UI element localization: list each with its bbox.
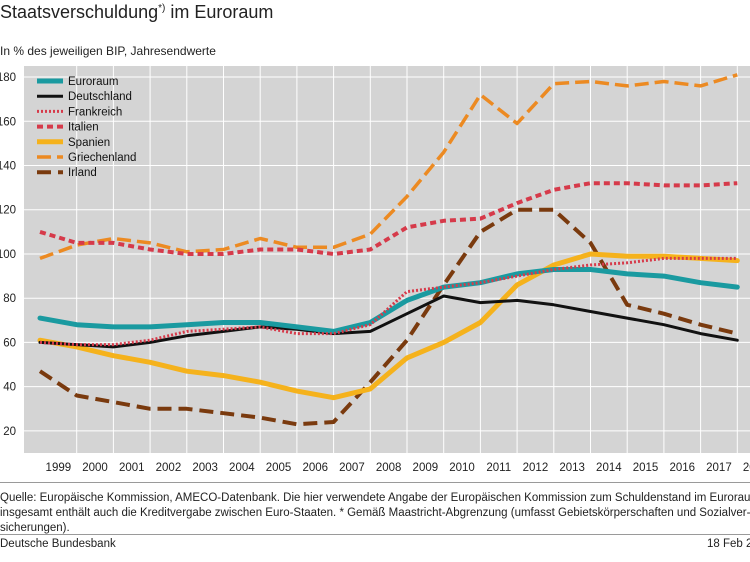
source-note-line-2: insgesamt enthält auch die Kreditvergabe… xyxy=(0,507,750,519)
x-tick-label-2018: 2018 xyxy=(743,462,750,474)
series-line-euroraum xyxy=(37,267,740,334)
chart-subtitle: In % des jeweiligen BIP, Jahresendwerte xyxy=(0,44,216,58)
x-tick-label-2008: 2008 xyxy=(376,462,402,474)
chart-title: Staatsverschuldung*) im Euroraum xyxy=(0,2,273,23)
chart-title-main: Staatsverschuldung xyxy=(0,2,159,22)
y-axis-tick-labels: 20 40 60 80 100 120 140 160 180 xyxy=(0,72,16,438)
chart-title-marker: *) xyxy=(158,3,166,14)
divider-top xyxy=(0,482,750,483)
x-axis-tick-labels: 1999 2000 2001 2002 2003 2004 2005 2006 2007 2008… xyxy=(46,462,750,474)
x-tick-label-2013: 2013 xyxy=(559,462,585,474)
y-tick-label-100: 100 xyxy=(0,249,16,261)
legend-label-spanien: Spanien xyxy=(68,137,110,149)
x-tick-label-1999: 1999 xyxy=(46,462,72,474)
x-tick-label-2009: 2009 xyxy=(413,462,439,474)
x-tick-label-2007: 2007 xyxy=(339,462,365,474)
publisher-label: Deutsche Bundesbank xyxy=(0,538,116,550)
plot-background xyxy=(24,66,750,453)
series-line-irland xyxy=(38,207,738,427)
divider-bottom xyxy=(0,534,750,535)
y-tick-label-140: 140 xyxy=(0,161,16,173)
chart-title-suffix: im Euroraum xyxy=(165,2,274,22)
series-lines xyxy=(37,73,740,427)
source-note: Quelle: Europäische Kommission, AMECO-Da… xyxy=(0,491,750,536)
y-tick-label-180: 180 xyxy=(0,72,16,84)
series-line-frankreich xyxy=(39,256,738,347)
x-tick-label-2002: 2002 xyxy=(156,462,182,474)
source-note-line-3: sicherungen). xyxy=(0,522,70,534)
x-tick-label-2010: 2010 xyxy=(449,462,475,474)
x-tick-label-2000: 2000 xyxy=(82,462,108,474)
legend-label-irland: Irland xyxy=(68,167,97,179)
series-line-spanien xyxy=(37,251,740,401)
x-tick-label-2015: 2015 xyxy=(633,462,659,474)
y-tick-label-160: 160 xyxy=(0,116,16,128)
legend-label-frankreich: Frankreich xyxy=(68,106,122,118)
x-tick-label-2004: 2004 xyxy=(229,462,255,474)
legend: Euroraum Deutschland Frankreich Italien Span… xyxy=(37,76,136,179)
series-line-italien xyxy=(39,181,738,256)
series-line-griechenland xyxy=(39,73,738,261)
x-tick-label-2006: 2006 xyxy=(302,462,328,474)
date-label: 18 Feb 2019 xyxy=(707,538,750,550)
y-tick-label-20: 20 xyxy=(3,426,16,438)
x-tick-label-2001: 2001 xyxy=(119,462,145,474)
legend-label-deutschland: Deutschland xyxy=(68,91,132,103)
x-tick-label-2005: 2005 xyxy=(266,462,292,474)
x-tick-label-2003: 2003 xyxy=(192,462,218,474)
legend-label-euroraum: Euroraum xyxy=(68,76,119,88)
y-tick-label-80: 80 xyxy=(3,293,16,305)
y-tick-label-40: 40 xyxy=(3,382,16,394)
y-tick-label-120: 120 xyxy=(0,205,16,217)
legend-label-italien: Italien xyxy=(68,122,99,134)
x-tick-label-2017: 2017 xyxy=(706,462,732,474)
legend-label-griechenland: Griechenland xyxy=(68,152,136,164)
y-tick-label-60: 60 xyxy=(3,337,16,349)
series-line-deutschland xyxy=(38,294,739,349)
x-tick-label-2016: 2016 xyxy=(669,462,695,474)
x-tick-label-2011: 2011 xyxy=(486,462,511,474)
x-tick-label-2012: 2012 xyxy=(523,462,549,474)
x-tick-label-2014: 2014 xyxy=(596,462,622,474)
source-note-line-1: Quelle: Europäische Kommission, AMECO-Da… xyxy=(0,492,750,504)
